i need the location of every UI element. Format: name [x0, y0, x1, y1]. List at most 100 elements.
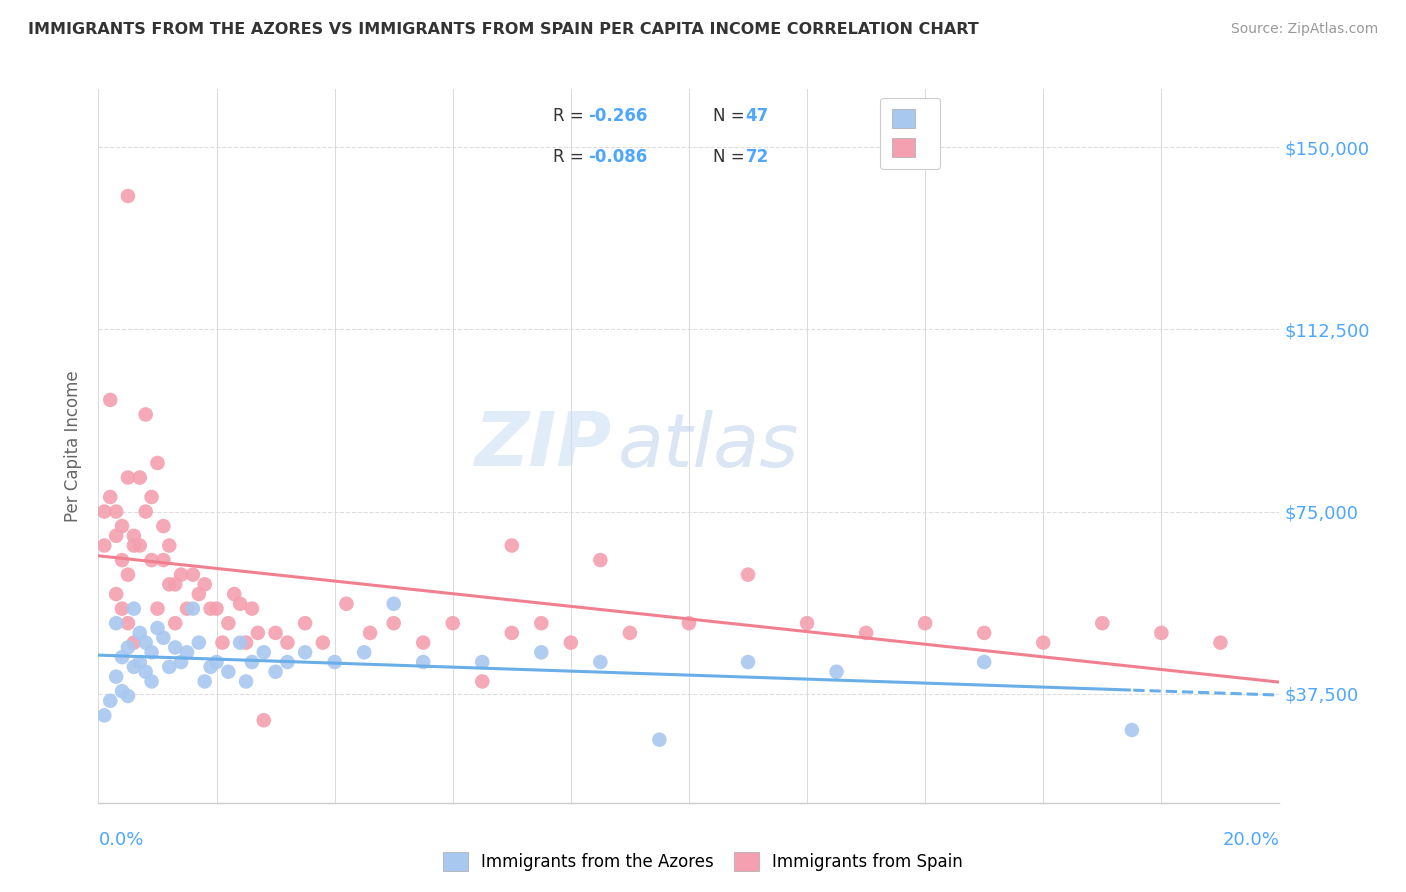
Point [825, 665, 848, 679]
Point [117, 470, 139, 484]
Point [589, 553, 612, 567]
Point [1091, 616, 1114, 631]
Point [98, 490, 121, 504]
Point [170, 655, 193, 669]
Point [501, 539, 523, 553]
Point [146, 456, 169, 470]
Point [471, 655, 494, 669]
Point [181, 567, 204, 582]
Point [122, 601, 145, 615]
Text: IMMIGRANTS FROM THE AZORES VS IMMIGRANTS FROM SPAIN PER CAPITA INCOME CORRELATIO: IMMIGRANTS FROM THE AZORES VS IMMIGRANTS… [28, 22, 979, 37]
Y-axis label: Per Capita Income: Per Capita Income [65, 370, 83, 522]
Text: Source: ZipAtlas.com: Source: ZipAtlas.com [1230, 22, 1378, 37]
Point [157, 577, 180, 591]
Point [187, 587, 209, 601]
Point [530, 645, 553, 659]
Point [98, 694, 121, 708]
Point [471, 674, 494, 689]
Point [240, 601, 263, 615]
Point [111, 553, 134, 567]
Legend: Immigrants from the Azores, Immigrants from Spain: Immigrants from the Azores, Immigrants f… [434, 843, 972, 880]
Point [135, 408, 157, 422]
Point [253, 713, 276, 727]
Point [111, 601, 134, 615]
Text: N =: N = [713, 148, 749, 166]
Text: ZIP: ZIP [475, 409, 612, 483]
Text: 72: 72 [745, 148, 769, 166]
Text: -0.266: -0.266 [589, 107, 648, 125]
Point [382, 616, 405, 631]
Point [264, 665, 287, 679]
Point [235, 674, 257, 689]
Point [560, 635, 582, 649]
Point [1032, 635, 1054, 649]
Point [98, 392, 121, 407]
Point [312, 635, 335, 649]
Point [146, 621, 169, 635]
Point [135, 504, 157, 518]
Point [276, 635, 298, 649]
Point [589, 655, 612, 669]
Point [165, 616, 187, 631]
Point [181, 601, 204, 615]
Point [240, 655, 263, 669]
Point [276, 655, 298, 669]
Point [737, 655, 759, 669]
Point [501, 626, 523, 640]
Point [1150, 626, 1173, 640]
Point [122, 529, 145, 543]
Point [157, 539, 180, 553]
Point [117, 689, 139, 703]
Point [128, 655, 150, 669]
Point [165, 640, 187, 655]
Point [323, 655, 346, 669]
Point [93, 539, 115, 553]
Point [141, 674, 163, 689]
Point [530, 616, 553, 631]
Point [194, 674, 217, 689]
Point [737, 567, 759, 582]
Point [122, 660, 145, 674]
Point [122, 635, 145, 649]
Point [157, 660, 180, 674]
Point [141, 553, 163, 567]
Point [170, 567, 193, 582]
Point [105, 587, 128, 601]
Point [135, 665, 157, 679]
Point [205, 601, 228, 615]
Point [135, 635, 157, 649]
Text: R =: R = [553, 107, 589, 125]
Point [200, 601, 222, 615]
Point [217, 665, 239, 679]
Point [146, 601, 169, 615]
Point [152, 519, 174, 533]
Point [353, 645, 375, 659]
Point [117, 189, 139, 203]
Point [294, 645, 316, 659]
Point [93, 708, 115, 723]
Point [648, 732, 671, 747]
Point [176, 645, 198, 659]
Point [973, 626, 995, 640]
Point [122, 539, 145, 553]
Point [105, 616, 128, 631]
Point [235, 635, 257, 649]
Point [246, 626, 269, 640]
Point [165, 577, 187, 591]
Point [973, 655, 995, 669]
Point [152, 553, 174, 567]
Point [412, 635, 434, 649]
Text: 0.0%: 0.0% [98, 831, 143, 849]
Text: atlas: atlas [619, 410, 800, 482]
Point [678, 616, 700, 631]
Point [619, 626, 641, 640]
Point [105, 670, 128, 684]
Point [264, 626, 287, 640]
Point [229, 597, 252, 611]
Point [128, 626, 150, 640]
Point [294, 616, 316, 631]
Legend: , : , [880, 97, 941, 169]
Point [229, 635, 252, 649]
Point [111, 650, 134, 665]
Point [359, 626, 381, 640]
